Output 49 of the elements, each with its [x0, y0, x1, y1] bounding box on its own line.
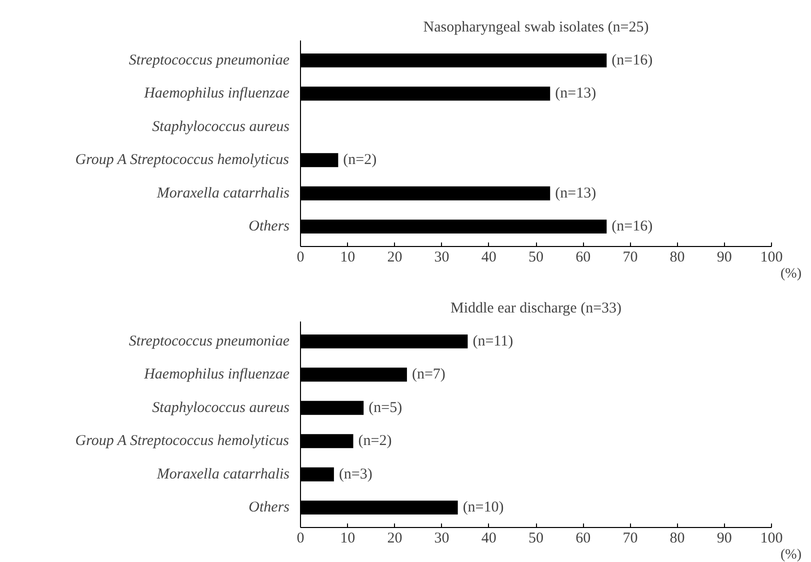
- annotation: (n=7): [412, 366, 446, 383]
- annotation: (n=10): [462, 500, 504, 516]
- chart-title: Middle ear discharge (n=33): [450, 300, 622, 316]
- x-tick-label: 80: [670, 250, 685, 266]
- y-tick-label: Haemophilus influenzae: [143, 86, 290, 102]
- y-tick-label: Streptococcus pneumoniae: [128, 52, 290, 68]
- x-tick-label: 90: [716, 530, 732, 546]
- annotation: (n=16): [612, 52, 653, 68]
- x-tick-label: 60: [576, 530, 591, 546]
- annotation: (n=2): [358, 433, 392, 450]
- x-tick-label: 80: [670, 530, 685, 546]
- x-tick-label: 40: [481, 530, 496, 546]
- y-tick-label: Moraxella catarrhalis: [156, 466, 290, 482]
- y-tick-label: Others: [248, 218, 290, 235]
- annotation: (n=13): [555, 86, 596, 102]
- x-tick-label: 70: [622, 250, 638, 266]
- y-tick-label: Group A Streptococcus hemolyticus: [75, 433, 290, 450]
- x-tick-label: 60: [576, 250, 591, 266]
- x-tick-label: 20: [387, 250, 402, 266]
- x-tick-label: 0: [296, 250, 304, 266]
- annotation: (n=13): [555, 185, 596, 202]
- x-tick-label: 10: [340, 530, 356, 546]
- annotation: (n=11): [472, 333, 514, 350]
- x-tick-label: 100: [760, 530, 783, 546]
- y-tick-label: Staphylococcus aureus: [152, 400, 290, 416]
- y-tick-label: Staphylococcus aureus: [152, 118, 290, 135]
- x-tick-label: 0: [296, 530, 304, 546]
- annotation: (n=5): [368, 400, 402, 416]
- y-tick-label: Moraxella catarrhalis: [156, 185, 290, 202]
- x-axis-title: (%): [780, 548, 802, 562]
- x-tick-label: 30: [434, 530, 450, 546]
- chart-title: Nasopharyngeal swab isolates (n=25): [423, 20, 649, 36]
- x-tick-label: 90: [716, 250, 732, 266]
- x-tick-label: 30: [434, 250, 450, 266]
- x-tick-label: 10: [340, 250, 356, 266]
- x-tick-label: 20: [387, 530, 402, 546]
- y-tick-label: Others: [248, 500, 290, 516]
- annotation: (n=2): [343, 152, 377, 168]
- x-tick-label: 50: [528, 530, 544, 546]
- y-tick-label: Group A Streptococcus hemolyticus: [75, 152, 290, 168]
- annotation: (n=16): [612, 218, 653, 235]
- x-tick-label: 40: [481, 250, 496, 266]
- annotation: (n=3): [338, 466, 372, 482]
- x-tick-label: 50: [528, 250, 544, 266]
- x-tick-label: 70: [622, 530, 638, 546]
- x-axis-title: (%): [780, 266, 802, 282]
- x-tick-label: 100: [760, 250, 783, 266]
- y-tick-label: Streptococcus pneumoniae: [128, 333, 290, 350]
- y-tick-label: Haemophilus influenzae: [143, 366, 290, 383]
